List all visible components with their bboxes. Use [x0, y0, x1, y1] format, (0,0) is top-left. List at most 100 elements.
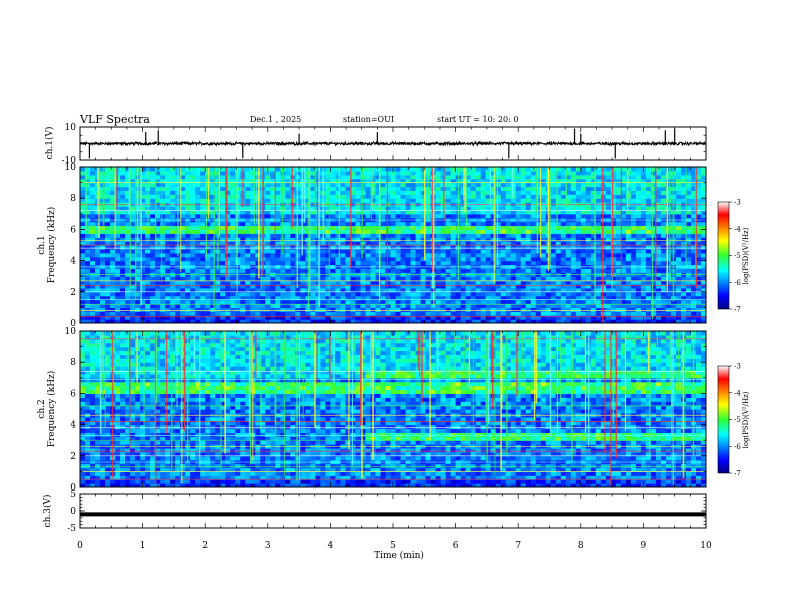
spectrogram-cell: [155, 256, 161, 262]
spectrogram-cell: [415, 241, 422, 246]
spectrogram-cell: [105, 237, 111, 242]
spectrogram-cell: [525, 229, 532, 234]
spectrogram-cell: [380, 276, 387, 281]
spectrogram-cell: [220, 319, 226, 323]
spectrogram-cell: [540, 229, 547, 234]
spectrogram-cell: [310, 284, 316, 289]
spectrogram-cell: [360, 295, 367, 301]
spectrogram-cell: [555, 315, 562, 320]
spectrogram-cell: [510, 241, 517, 246]
spectrogram-cell: [575, 186, 582, 191]
spectrogram-cell: [655, 194, 662, 199]
spectrogram-cell: [575, 206, 582, 211]
spectrogram-cell: [695, 256, 702, 262]
spectrogram-cell: [450, 229, 457, 234]
spectrogram-cell: [280, 299, 286, 305]
spectrogram-cell: [650, 190, 657, 195]
spectrogram-cell: [505, 194, 512, 199]
spectrogram-cell: [365, 213, 372, 219]
spectrogram-cell: [680, 284, 687, 289]
spectrogram-cell: [110, 311, 116, 316]
spectrogram-cell: [480, 291, 487, 297]
spectrogram-cell: [210, 315, 216, 320]
spectrogram-cell: [165, 206, 171, 211]
spectrogram-cell: [645, 178, 652, 184]
spectrogram-cell: [385, 256, 392, 262]
spectrogram-cell: [580, 186, 587, 191]
spectrogram-cell: [690, 178, 697, 184]
spectrogram-cell: [320, 241, 326, 246]
spectrogram-cell: [615, 315, 622, 320]
spectrogram-cell: [270, 233, 276, 238]
spectrogram-cell: [400, 167, 407, 172]
spectrogram-cell: [445, 280, 452, 285]
spectrogram-cell: [125, 206, 131, 211]
spectrogram-cell: [325, 245, 331, 250]
spectrogram-cell: [470, 237, 477, 242]
spectrogram-cell: [240, 209, 246, 215]
spectrogram-cell: [140, 248, 146, 254]
spectrogram-cell: [460, 256, 467, 262]
spectrogram-cell: [345, 237, 352, 242]
spectrogram-cell: [675, 221, 682, 227]
spectrogram-cell: [465, 190, 472, 195]
spectrogram-cell: [445, 303, 452, 308]
spectrogram-cell: [235, 209, 241, 215]
spectrogram-cell: [160, 276, 166, 281]
spectrogram-cell: [475, 252, 482, 258]
spectrogram-cell: [535, 319, 542, 323]
spectrogram-cell: [645, 198, 652, 203]
spectrogram-cell: [630, 174, 637, 180]
spectrogram-cell: [170, 167, 176, 172]
spectrogram-cell: [320, 268, 326, 273]
spectrogram-cell: [150, 229, 156, 234]
spectrogram-cell: [565, 221, 572, 227]
spectrogram-cell: [135, 252, 141, 258]
spectrogram-cell: [375, 260, 382, 266]
spectrogram-cell: [125, 268, 131, 273]
spectrogram-cell: [580, 209, 587, 215]
spectrogram-cell: [575, 303, 582, 308]
spectrogram-cell: [680, 291, 687, 297]
spectrogram-cell: [190, 252, 196, 258]
spectrogram-cell: [405, 276, 412, 281]
spectrogram-cell: [335, 268, 342, 273]
spectrogram-cell: [110, 276, 116, 281]
spectrogram-cell: [675, 291, 682, 297]
spectrogram-cell: [660, 241, 667, 246]
spectrogram-cell: [395, 186, 402, 191]
spectrogram-cell: [415, 307, 422, 312]
spectrogram-cell: [150, 260, 156, 266]
spectrogram-cell: [520, 233, 527, 238]
spectrogram-cell: [365, 248, 372, 254]
spectrogram-cell: [685, 291, 692, 297]
spectrogram-cell: [310, 190, 316, 195]
spectrogram-cell: [470, 299, 477, 305]
spectrogram-cell: [95, 248, 101, 254]
spectrogram-cell: [120, 260, 126, 266]
spectrogram-cell: [410, 303, 417, 308]
spectrogram-cell: [345, 276, 352, 281]
spectrogram-cell: [180, 303, 186, 308]
spectrogram-cell: [85, 229, 91, 234]
spectrogram-cell: [465, 198, 472, 203]
spectrogram-cell: [360, 319, 367, 323]
spectrogram-cell: [310, 287, 316, 293]
spectrogram-cell: [680, 206, 687, 211]
spectrogram-cell: [505, 299, 512, 305]
spectrogram-cell: [480, 206, 487, 211]
spectrogram-cell: [555, 167, 562, 172]
spectrogram-cell: [125, 229, 131, 234]
spectrogram-cell: [380, 311, 387, 316]
spectrogram-cell: [415, 256, 422, 262]
spectrogram-cell: [345, 287, 352, 293]
ch1-waveform-panel: 10-10 ch.1(V): [44, 123, 707, 166]
spectrogram-cell: [485, 268, 492, 273]
spectrogram-cell: [375, 307, 382, 312]
spectrogram-cell: [355, 209, 362, 215]
spectrogram-cell: [85, 241, 91, 246]
spectrogram-cell: [190, 276, 196, 281]
spectrogram-cell: [680, 194, 687, 199]
spectrogram-cell: [300, 233, 306, 238]
spectrogram-cell: [190, 167, 196, 172]
